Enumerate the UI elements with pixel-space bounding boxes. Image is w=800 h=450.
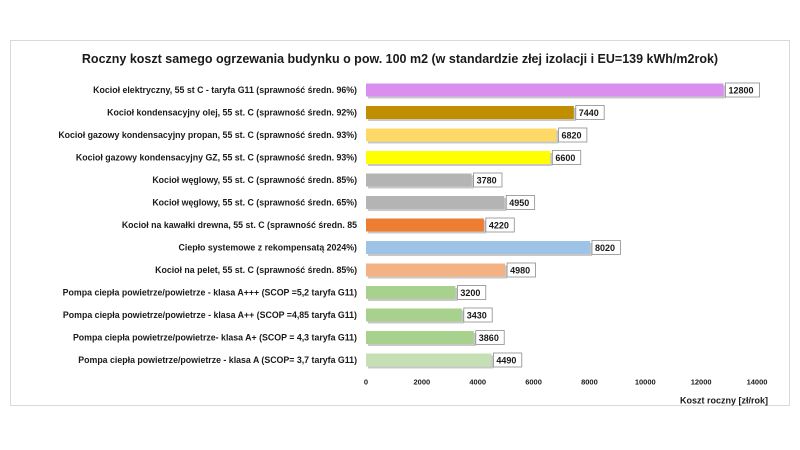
bar (366, 173, 472, 187)
data-label: 4950 (509, 198, 529, 208)
bars-layer: Kocioł elektryczny, 55 st C - taryfa G11… (58, 82, 760, 369)
data-label: 3860 (479, 333, 499, 343)
data-label-box (575, 105, 605, 120)
data-label-box (506, 262, 536, 278)
bar (366, 106, 574, 119)
data-label: 3430 (467, 310, 487, 320)
data-label: 4980 (510, 265, 530, 275)
bar (366, 331, 474, 344)
category-label: Kocioł elektryczny, 55 st C - taryfa G11… (93, 85, 357, 95)
bar (366, 83, 724, 97)
bar (366, 128, 557, 142)
category-label: Kocioł na pelet, 55 st. C (sprawność śre… (155, 265, 357, 275)
data-label: 6820 (561, 130, 581, 140)
data-label-box (505, 195, 536, 210)
x-tick-label: 14000 (747, 378, 768, 387)
data-label: 4220 (489, 220, 509, 230)
bar (366, 151, 551, 164)
bar (366, 196, 505, 209)
data-label: 7440 (579, 108, 599, 118)
x-tick-label: 0 (364, 378, 368, 387)
data-label-box (551, 150, 582, 165)
bar (366, 286, 456, 299)
x-tick-label: 12000 (691, 378, 712, 387)
x-tick-label: 10000 (635, 378, 656, 387)
category-label: Pompa ciepła powietrze/powietrze- klasa … (73, 333, 357, 343)
category-label: Kocioł gazowy kondensacyjny propan, 55 s… (58, 130, 357, 140)
data-label: 8020 (595, 243, 615, 253)
data-label-box (485, 217, 515, 233)
category-label: Pompa ciepła powietrze/powietrze - klasa… (63, 288, 357, 298)
data-label: 12800 (728, 85, 753, 95)
category-label: Kocioł kondensacyjny olej, 55 st. C (spr… (107, 108, 357, 118)
data-label-box (492, 352, 523, 368)
data-label: 4490 (496, 355, 516, 365)
data-label-box (591, 240, 621, 255)
bar (366, 353, 492, 367)
bar (366, 263, 506, 277)
chart-title: Roczny koszt samego ogrzewania budynku o… (81, 52, 719, 66)
bar (366, 241, 590, 254)
data-label-box (558, 127, 588, 143)
category-label: Pompa ciepła powietrze/powietrze - klasa… (63, 310, 357, 320)
data-label-box (456, 285, 487, 300)
x-tick-label: 2000 (414, 378, 431, 387)
x-tick-label: 4000 (469, 378, 486, 387)
data-label-box (725, 82, 760, 98)
category-label: Pompa ciepła powietrze/powietrze - klasa… (78, 355, 357, 365)
data-label-box (475, 330, 505, 345)
data-label: 3200 (460, 288, 480, 298)
x-axis-title: Koszt roczny [zł/rok] (680, 396, 768, 406)
bar (366, 218, 484, 232)
category-label: Kocioł węglowy, 55 st. C (sprawność śred… (152, 198, 357, 208)
x-axis: 0 2000 4000 6000 8000 10000 12000 14000 (364, 378, 768, 387)
data-label: 6600 (555, 153, 575, 163)
category-label: Ciepło systemowe z rekompensatą 2024%) (179, 243, 358, 253)
data-label-box (463, 307, 493, 323)
bar (366, 308, 462, 322)
data-label-box (473, 172, 503, 188)
x-tick-label: 6000 (525, 378, 542, 387)
category-label: Kocioł węglowy, 55 st. C (sprawność śred… (152, 175, 357, 185)
x-tick-label: 8000 (581, 378, 598, 387)
category-label: Kocioł gazowy kondensacyjny GZ, 55 st. C… (76, 153, 357, 163)
data-label: 3780 (477, 175, 497, 185)
category-label: Kocioł na kawałki drewna, 55 st. C (spra… (122, 220, 357, 230)
